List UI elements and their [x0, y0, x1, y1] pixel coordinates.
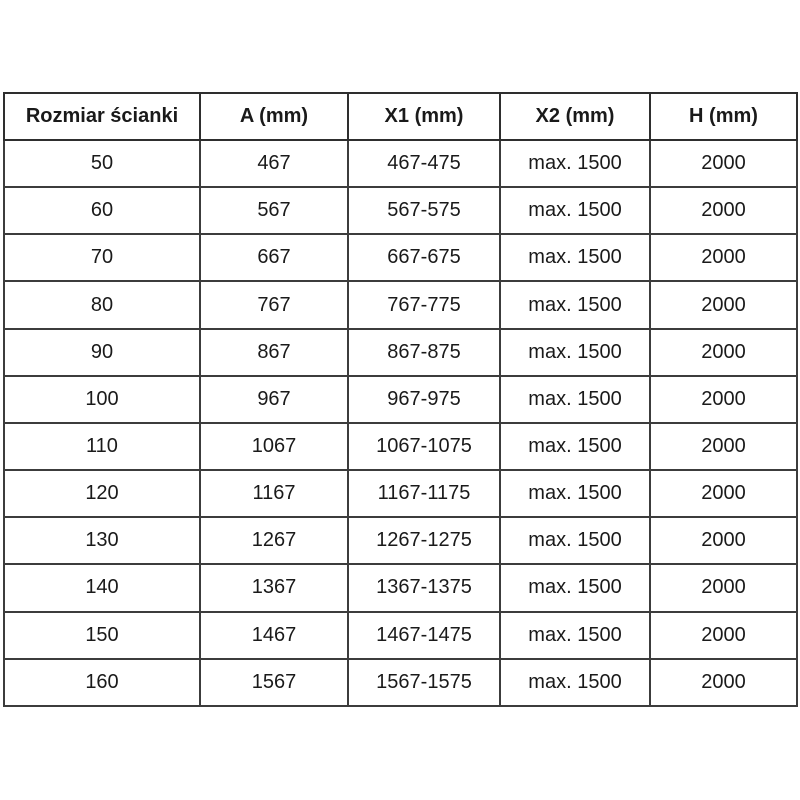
table-row: 50 467 467-475 max. 1500 2000 [3, 138, 798, 189]
table-cell-rozmiar: 150 [3, 610, 201, 660]
table-cell-x1: 567-575 [347, 186, 501, 236]
table-header: Rozmiar ścianki A (mm) X1 (mm) X2 (mm) H (mm… [3, 92, 798, 141]
table-cell-rozmiar: 70 [3, 233, 201, 283]
table-cell-x2: max. 1500 [499, 280, 651, 330]
table-cell-rozmiar: 100 [3, 374, 201, 424]
table-row: 80 767 767-775 max. 1500 2000 [3, 280, 798, 330]
table-cell-rozmiar: 160 [3, 657, 201, 708]
table-cell-h: 2000 [649, 280, 798, 330]
table-cell-x2: max. 1500 [499, 657, 651, 708]
column-header-h: H (mm) [649, 92, 798, 141]
table-body: 50 467 467-475 max. 1500 2000 60 567 567-575 max… [3, 138, 798, 708]
table-cell-h: 2000 [649, 186, 798, 236]
table-cell-rozmiar: 80 [3, 280, 201, 330]
table-cell-h: 2000 [649, 563, 798, 613]
table-cell-x1: 1567-1575 [347, 657, 501, 708]
table-cell-h: 2000 [649, 327, 798, 377]
table-cell-x2: max. 1500 [499, 421, 651, 472]
table-cell-x2: max. 1500 [499, 563, 651, 613]
table-cell-h: 2000 [649, 657, 798, 708]
table-cell-rozmiar: 140 [3, 563, 201, 613]
wall-dimensions-table: Rozmiar ścianki A (mm) X1 (mm) X2 (mm) H (mm… [3, 92, 798, 708]
table-cell-x2: max. 1500 [499, 469, 651, 519]
table-row: 60 567 567-575 max. 1500 2000 [3, 186, 798, 236]
table-cell-x2: max. 1500 [499, 138, 651, 189]
column-header-x1: X1 (mm) [347, 92, 501, 141]
table-cell-x1: 1067-1075 [347, 421, 501, 472]
table-cell-x2: max. 1500 [499, 516, 651, 566]
table-cell-rozmiar: 130 [3, 516, 201, 566]
table-cell-h: 2000 [649, 233, 798, 283]
table-cell-h: 2000 [649, 610, 798, 660]
table-cell-x1: 1167-1175 [347, 469, 501, 519]
table-cell-x2: max. 1500 [499, 186, 651, 236]
table-row: 140 1367 1367-1375 max. 1500 2000 [3, 563, 798, 613]
table-row: 120 1167 1167-1175 max. 1500 2000 [3, 469, 798, 519]
table-cell-x1: 467-475 [347, 138, 501, 189]
table-cell-x2: max. 1500 [499, 610, 651, 660]
table-cell-a: 667 [199, 233, 349, 283]
column-header-rozmiar: Rozmiar ścianki [3, 92, 201, 141]
table-cell-a: 567 [199, 186, 349, 236]
table-cell-x2: max. 1500 [499, 374, 651, 424]
table-cell-a: 1467 [199, 610, 349, 660]
table-cell-x1: 867-875 [347, 327, 501, 377]
column-header-x2: X2 (mm) [499, 92, 651, 141]
table-row: 150 1467 1467-1475 max. 1500 2000 [3, 610, 798, 660]
table-cell-x1: 1267-1275 [347, 516, 501, 566]
table-row: 110 1067 1067-1075 max. 1500 2000 [3, 421, 798, 472]
table-cell-h: 2000 [649, 516, 798, 566]
table-cell-x1: 667-675 [347, 233, 501, 283]
table-cell-x1: 767-775 [347, 280, 501, 330]
table-cell-h: 2000 [649, 138, 798, 189]
table-cell-x1: 1367-1375 [347, 563, 501, 613]
table-cell-h: 2000 [649, 374, 798, 424]
table-row: 100 967 967-975 max. 1500 2000 [3, 374, 798, 424]
table-cell-a: 867 [199, 327, 349, 377]
table-cell-h: 2000 [649, 421, 798, 472]
table-cell-rozmiar: 90 [3, 327, 201, 377]
table-cell-a: 467 [199, 138, 349, 189]
column-header-a: A (mm) [199, 92, 349, 141]
table-row: 90 867 867-875 max. 1500 2000 [3, 327, 798, 377]
table-cell-rozmiar: 50 [3, 138, 201, 189]
table-cell-rozmiar: 110 [3, 421, 201, 472]
table-cell-a: 1567 [199, 657, 349, 708]
table-cell-a: 1067 [199, 421, 349, 472]
table-cell-a: 767 [199, 280, 349, 330]
table-row: 130 1267 1267-1275 max. 1500 2000 [3, 516, 798, 566]
table-cell-x2: max. 1500 [499, 327, 651, 377]
table-cell-a: 1367 [199, 563, 349, 613]
table-cell-a: 967 [199, 374, 349, 424]
table-cell-rozmiar: 60 [3, 186, 201, 236]
table-row: 160 1567 1567-1575 max. 1500 2000 [3, 657, 798, 708]
table-cell-x1: 1467-1475 [347, 610, 501, 660]
table-row: 70 667 667-675 max. 1500 2000 [3, 233, 798, 283]
table-cell-x1: 967-975 [347, 374, 501, 424]
table-cell-h: 2000 [649, 469, 798, 519]
table-cell-a: 1167 [199, 469, 349, 519]
table-header-row: Rozmiar ścianki A (mm) X1 (mm) X2 (mm) H (mm… [3, 92, 798, 141]
table-cell-x2: max. 1500 [499, 233, 651, 283]
table-cell-rozmiar: 120 [3, 469, 201, 519]
table-cell-a: 1267 [199, 516, 349, 566]
